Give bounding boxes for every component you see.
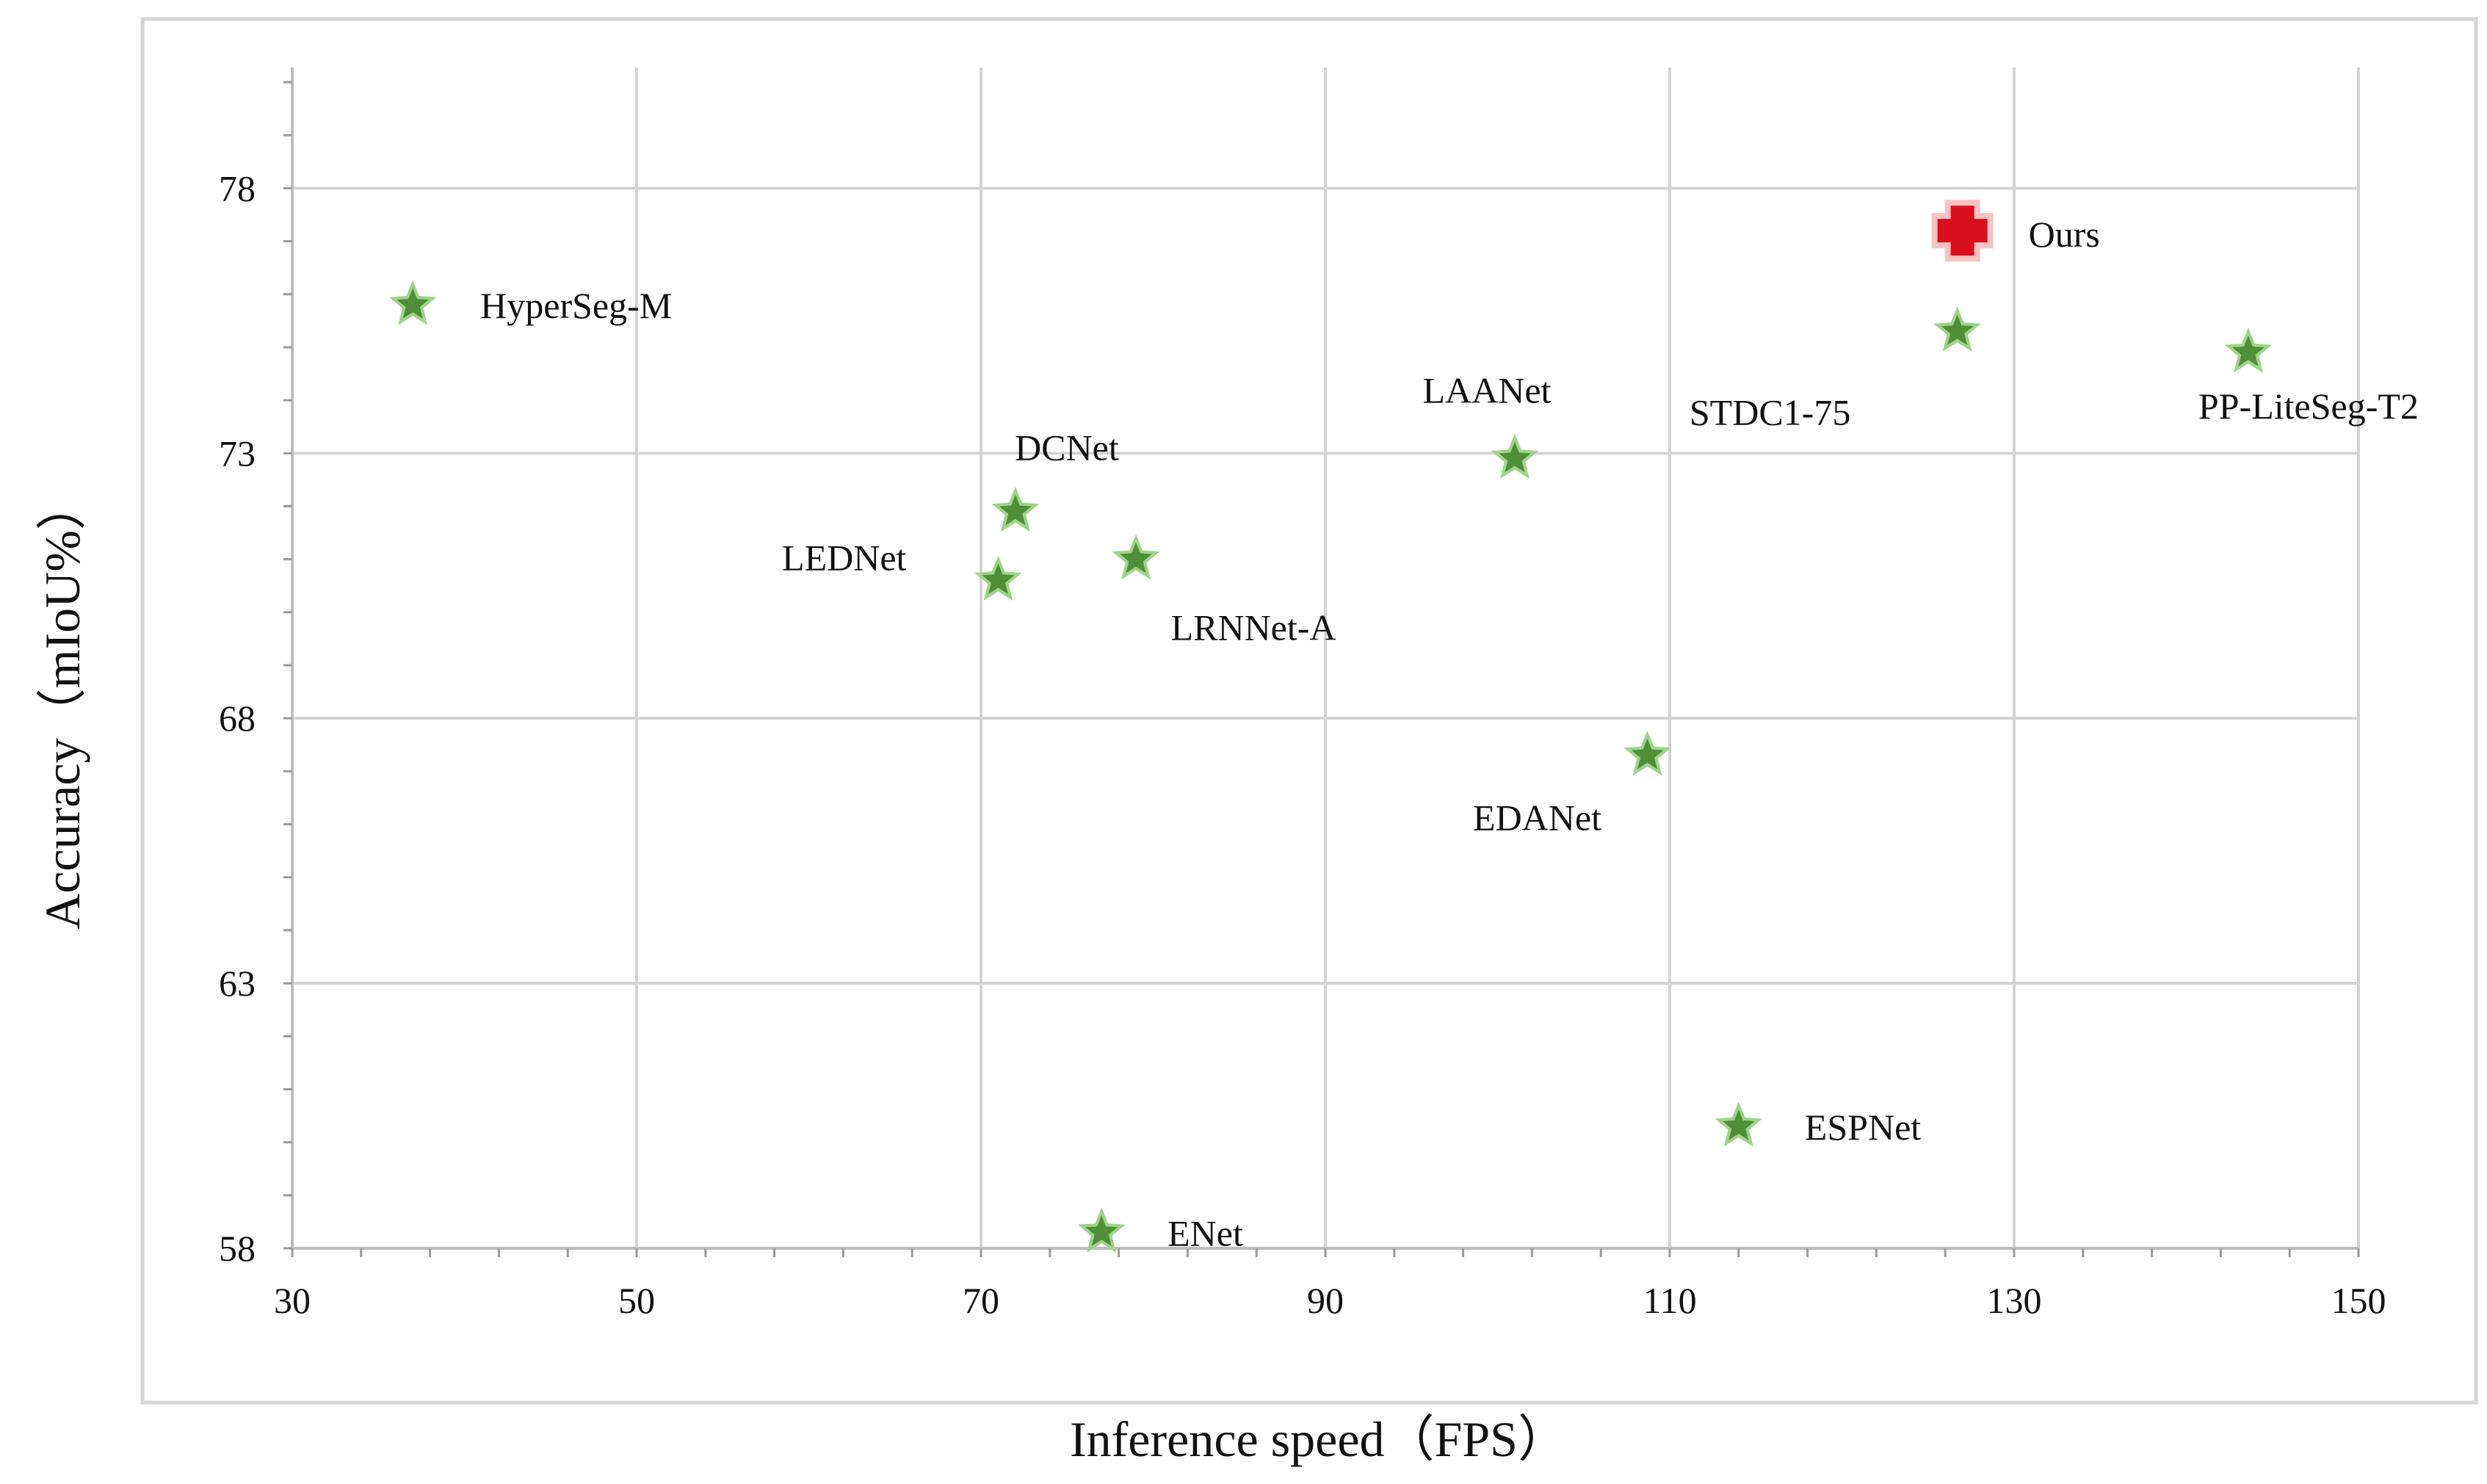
point-marker-dcnet [991, 486, 1040, 532]
point-marker-edanet [1623, 730, 1671, 776]
grid-lines [292, 68, 2360, 1248]
point-label-hyperseg-m: HyperSeg-M [480, 285, 672, 326]
y-tick-label: 73 [219, 432, 256, 474]
point-label-lrnnet-a: LRNNet-A [1171, 607, 1336, 648]
point-labels: HyperSeg-M DCNet LEDNet LRNNet-A LAANet EDANe… [480, 214, 2419, 1253]
point-marker-lrnnet-a [1112, 534, 1160, 580]
x-tick-label: 30 [274, 1280, 311, 1321]
x-tick-label: 50 [618, 1280, 655, 1321]
point-marker-laanet [1491, 433, 1539, 479]
data-points [388, 200, 2273, 1253]
point-marker-pp-liteseg-t2 [2224, 327, 2273, 373]
point-marker-enet [1077, 1207, 1126, 1253]
tick-labels: 30 50 70 90 110 130 150 58 63 68 73 78 [219, 167, 2386, 1321]
chart-frame [140, 17, 2478, 1405]
axes [283, 68, 2360, 1257]
point-label-enet: ENet [1168, 1212, 1243, 1253]
x-tick-label: 110 [1643, 1280, 1696, 1321]
y-tick-label: 58 [219, 1228, 256, 1269]
y-tick-label: 68 [219, 698, 256, 739]
x-axis-title: Inference speed（FPS） [1070, 1411, 1568, 1467]
x-tick-label: 70 [963, 1280, 999, 1321]
point-label-espnet: ESPNet [1805, 1107, 1921, 1148]
point-marker-espnet [1715, 1101, 1763, 1147]
point-marker-stdc1-75 [1933, 306, 1981, 352]
y-tick-label: 63 [219, 963, 256, 1004]
point-label-ours: Ours [2029, 214, 2100, 255]
point-label-pp-liteseg-t2: PP-LiteSeg-T2 [2198, 386, 2419, 427]
x-tick-label: 90 [1307, 1280, 1344, 1321]
point-label-laanet: LAANet [1422, 369, 1551, 410]
point-label-stdc1-75: STDC1-75 [1690, 391, 1850, 432]
y-tick-label: 78 [219, 167, 256, 209]
point-label-edanet: EDANet [1473, 797, 1601, 839]
x-tick-label: 150 [2331, 1280, 2386, 1321]
point-marker-lednet [974, 555, 1022, 601]
x-tick-label: 130 [1987, 1280, 2042, 1321]
point-label-lednet: LEDNet [782, 538, 906, 579]
point-label-dcnet: DCNet [1015, 427, 1119, 468]
y-axis-title: Accuracy（mIoU%） [35, 480, 90, 930]
point-marker-ours [1931, 200, 1994, 262]
point-marker-hyperseg-m [388, 280, 437, 325]
